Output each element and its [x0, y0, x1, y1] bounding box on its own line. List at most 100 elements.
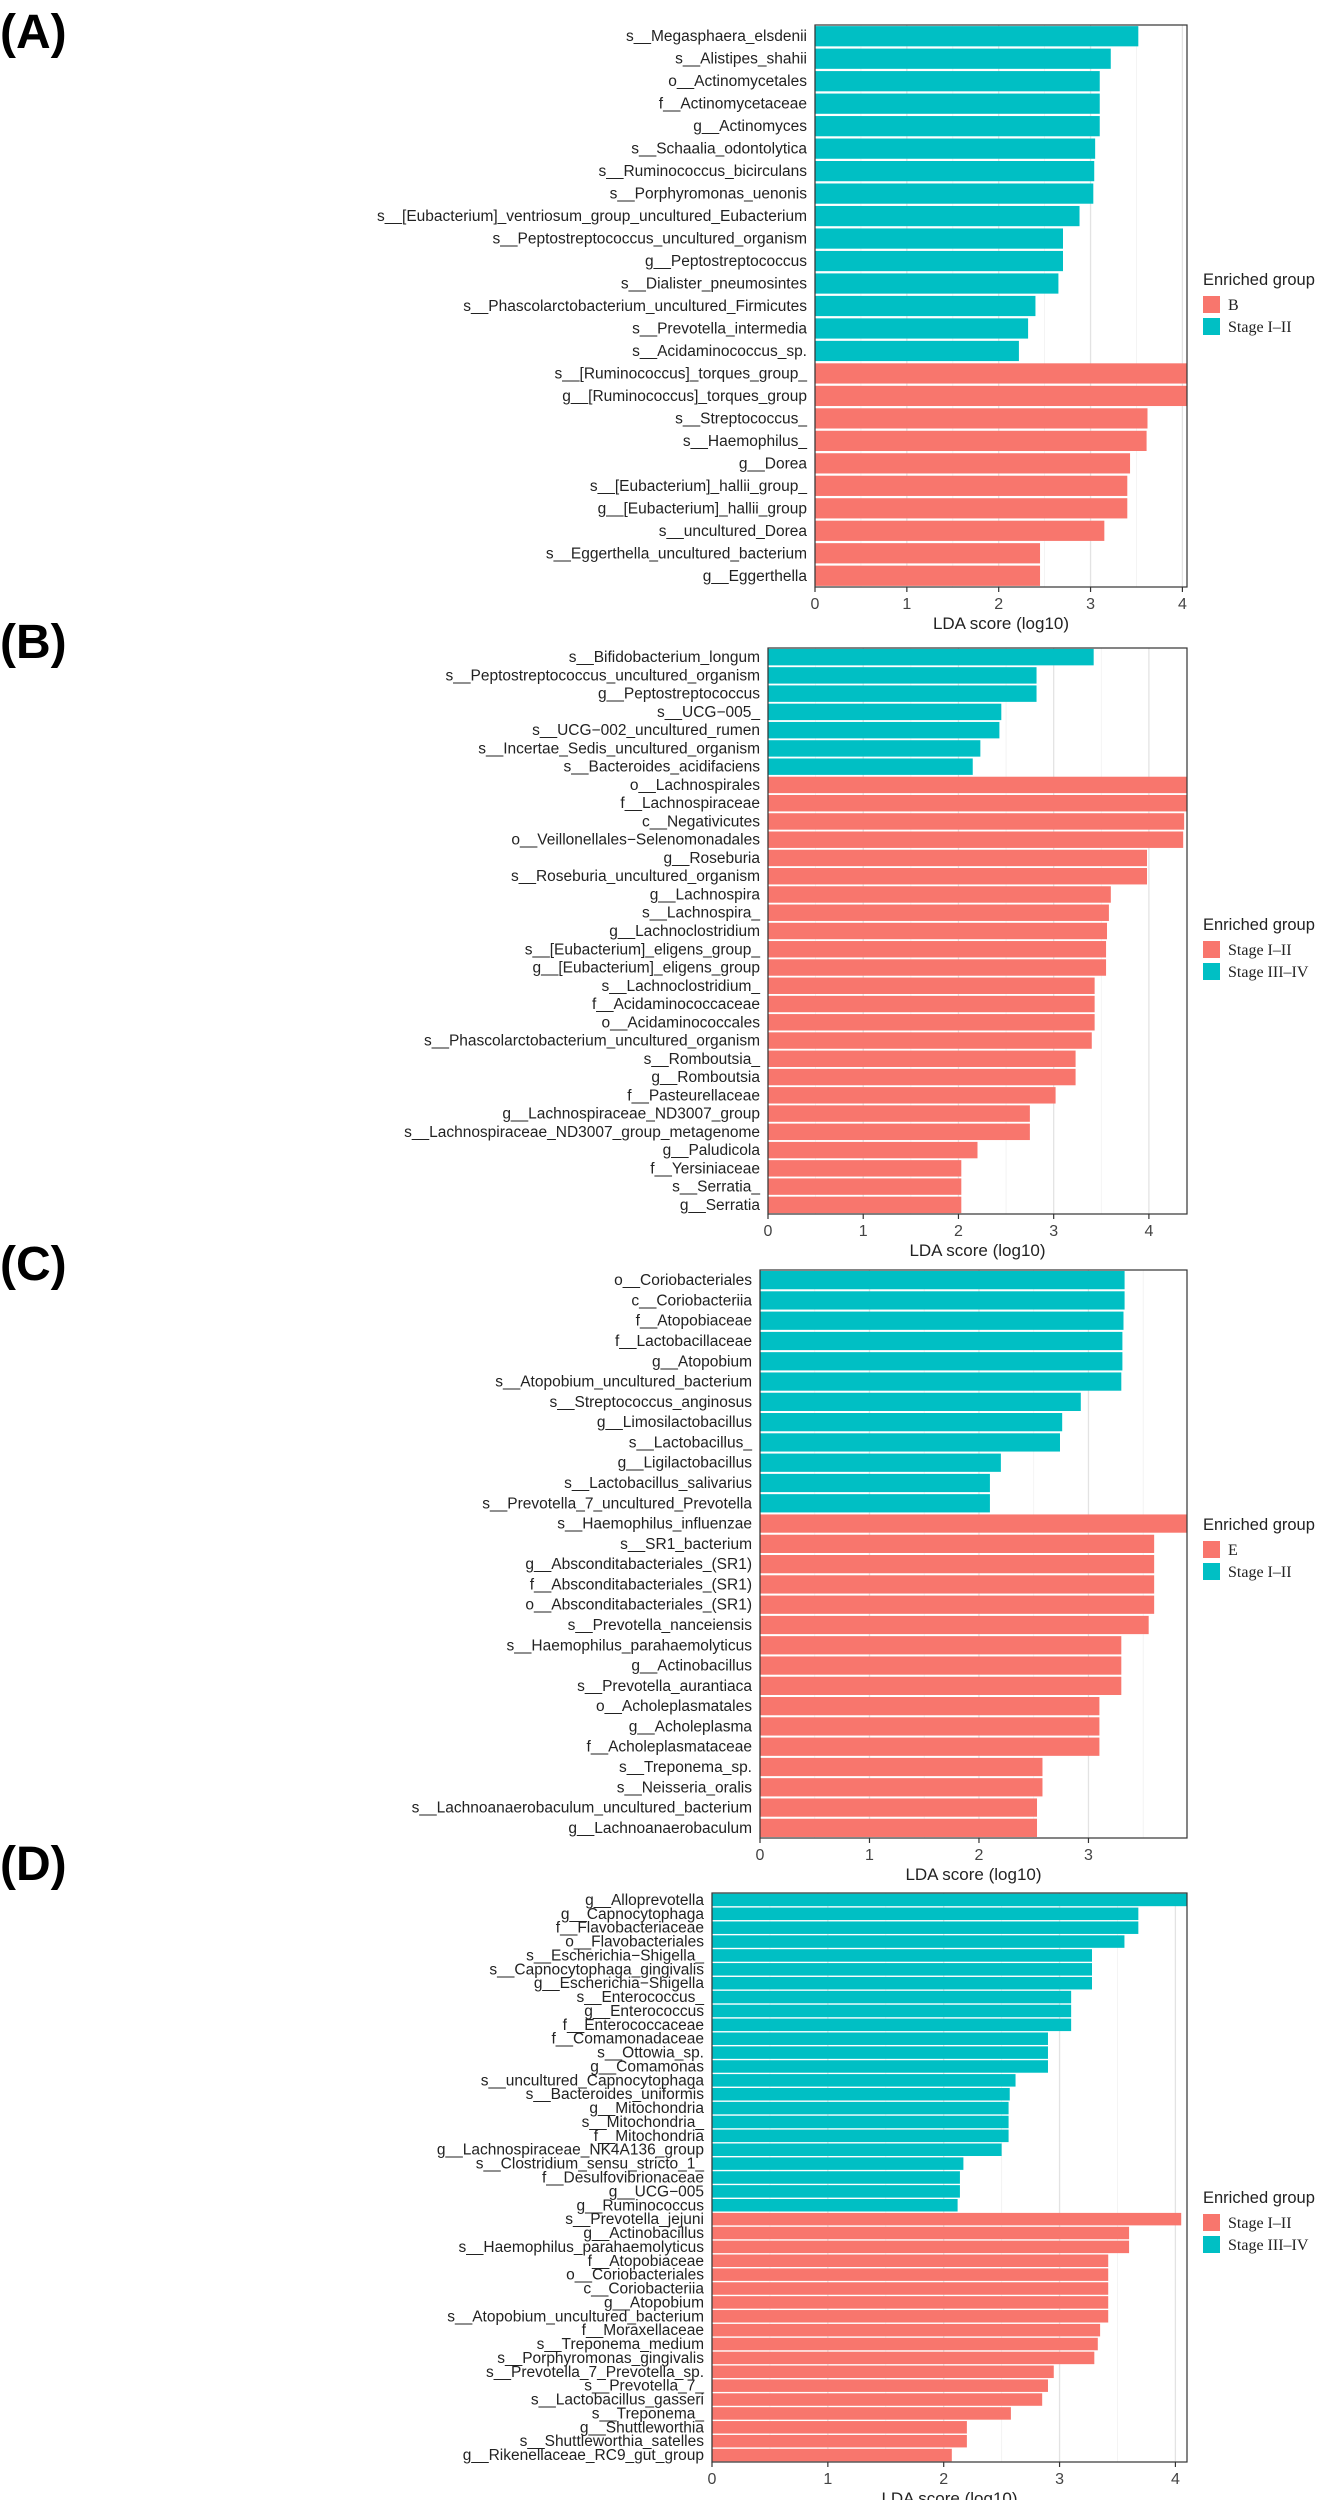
bar-s-prevotella-nanceiensis	[760, 1615, 1149, 1635]
bar-label: s__Phascolarctobacterium_uncultured_Firm…	[463, 298, 807, 315]
bar-s-lachnoanaerobaculum-uncultured-bacterium	[760, 1798, 1038, 1817]
bar-f-acidaminococcaceae	[768, 995, 1095, 1013]
x-tick-label: 2	[994, 596, 1003, 613]
bar-labels: s__Megasphaera_elsdenii s__Alistipes_shah…	[377, 28, 807, 585]
bar-label: s__uncultured_Dorea	[659, 523, 808, 540]
bar-s-capnocytophaga-gingivalis	[712, 1963, 1092, 1976]
bar-s-uncultured-dorea	[815, 520, 1105, 541]
bar-label: s__Dialister_pneumosintes	[621, 276, 807, 293]
bar-g-lachnospiraceae-nd3007-group	[768, 1105, 1030, 1122]
bar-s-ucg-005	[768, 703, 1002, 721]
legend-swatch-b	[1203, 296, 1220, 313]
bar-label: s__Roseburia_uncultured_organism	[511, 868, 760, 885]
bar-s-mitochondria	[712, 2115, 1009, 2129]
bar-label: g__Eggerthella	[703, 568, 808, 585]
bar-label: g__Mitochondria	[589, 2100, 704, 2117]
bar-label: s__Megasphaera_elsdenii	[626, 28, 807, 45]
bar-label: c__Coriobacteriia	[583, 2281, 704, 2298]
bar-s-treponema	[712, 2407, 1011, 2420]
bar-label: s__Streptococcus_	[675, 410, 807, 427]
bar-label: s__[Eubacterium]_eligens_group_	[525, 941, 761, 958]
legend-label-e: E	[1228, 1542, 1238, 1559]
bar-label: g__Actinobacillus	[631, 1658, 752, 1675]
legend-label-stage-i-ii: Stage I–II	[1228, 319, 1292, 336]
panel-letter-b: (B)	[0, 616, 67, 669]
bar-label: g__Capnocytophaga	[561, 1906, 704, 1923]
bar-label: o__Actinomycetales	[668, 73, 807, 90]
bar-g-atopobium	[760, 1352, 1123, 1371]
bar-g-actinobacillus	[760, 1656, 1122, 1675]
bar-c-negativicutes	[768, 813, 1185, 830]
bar-g-eubacterium-hallii-group	[815, 498, 1128, 519]
bar-s-prevotella-intermedia	[815, 318, 1029, 339]
bar-label: s__UCG−002_uncultured_rumen	[532, 722, 760, 739]
bar-label: s__Enterococcus_	[576, 1989, 704, 2006]
bar-g-lachnoanaerobaculum	[760, 1818, 1038, 1837]
bar-s-prevotella-7	[712, 2379, 1048, 2392]
bar-label: s__Lachnospiraceae_ND3007_group_metageno…	[404, 1124, 760, 1141]
bar-label: c__Negativicutes	[642, 813, 760, 830]
bar-s-alistipes-shahii	[815, 48, 1111, 69]
x-tick-label: 2	[975, 1847, 984, 1864]
bar-s-eggerthella-uncultured-bacterium	[815, 543, 1041, 564]
bar-label: o__Flavobacteriales	[565, 1934, 704, 1951]
bar-s-acidaminococcus-sp	[815, 340, 1019, 362]
bar-s-lachnospira	[768, 904, 1109, 921]
bar-s-eubacterium-hallii-group	[815, 475, 1128, 496]
bar-g-atopobium	[712, 2296, 1109, 2309]
bar-label: g__Rikenellaceae_RC9_gut_group	[463, 2447, 704, 2464]
bar-label: s__Prevotella_7_Prevotella_sp.	[486, 2364, 704, 2381]
panel-letter-a: (A)	[0, 6, 67, 59]
bar-label: f__Actinomycetaceae	[659, 96, 807, 113]
bar-f-enterococcaceae	[712, 2018, 1072, 2032]
legend: Enriched group B Stage I–II	[1203, 271, 1315, 336]
x-tick-label: 1	[902, 596, 911, 613]
bar-label: s__Prevotella_nanceiensis	[568, 1617, 753, 1634]
bar-s-eubacterium-eligens-group	[768, 941, 1107, 958]
bar-g-alloprevotella	[712, 1893, 1187, 1907]
bar-label: g__Romboutsia	[651, 1069, 760, 1086]
bar-label: s__uncultured_Capnocytophaga	[481, 2072, 705, 2089]
bar-label: s__Streptococcus_anginosus	[550, 1394, 753, 1411]
bar-s-roseburia-uncultured-organism	[768, 868, 1148, 885]
bar-label: g__[Eubacterium]_hallii_group	[598, 500, 807, 517]
legend: Enriched group Stage I–II Stage III–IV	[1203, 916, 1315, 981]
bar-s-treponema-medium	[712, 2337, 1098, 2351]
bar-g-absconditabacteriales-sr1	[760, 1555, 1155, 1574]
legend-swatch-e	[1203, 1541, 1220, 1558]
legend-label-stage-i-ii: Stage I–II	[1228, 2215, 1292, 2232]
bar-label: g__Lachnoclostridium	[609, 923, 760, 940]
legend: Enriched group Stage I–II Stage III–IV	[1203, 2189, 1315, 2254]
bar-g-limosilactobacillus	[760, 1413, 1063, 1432]
bar-label: f__Acholeplasmataceae	[587, 1739, 752, 1756]
bar-label: s__Capnocytophaga_gingivalis	[489, 1961, 704, 1978]
bar-o-flavobacteriales	[712, 1935, 1125, 1948]
bar-label: o__Coriobacteriales	[566, 2267, 704, 2284]
bar-s-porphyromonas-uenonis	[815, 183, 1094, 204]
bar-label: g__Actinomyces	[693, 118, 807, 135]
bar-s-streptococcus-anginosus	[760, 1392, 1081, 1411]
bar-label: s__Acidaminococcus_sp.	[632, 343, 807, 360]
bar-f-lactobacillaceae	[760, 1331, 1123, 1351]
bar-s-bacteroides-uniformis	[712, 2087, 1010, 2101]
bar-label: s__Incertae_Sedis_uncultured_organism	[478, 740, 760, 757]
bar-label: g__Ruminococcus	[576, 2197, 704, 2214]
bar-label: s__Atopobium_uncultured_bacterium	[495, 1374, 752, 1391]
bar-s-atopobium-uncultured-bacterium	[760, 1372, 1122, 1391]
bar-label: g__Atopobium	[604, 2294, 704, 2311]
x-axis: 0 1 2 3 4 LDA score (log10)	[811, 587, 1187, 633]
bar-g-eggerthella	[815, 565, 1041, 586]
bar-label: s__Schaalia_odontolytica	[631, 141, 807, 158]
bar-c-coriobacteriia	[760, 1291, 1125, 1310]
x-tick-label: 0	[708, 2471, 717, 2488]
x-tick-label: 1	[859, 1223, 868, 1240]
x-tick-label: 3	[1086, 596, 1095, 613]
bar-label: s__Prevotella_7_	[584, 2378, 704, 2395]
bar-s-schaalia-odontolytica	[815, 138, 1096, 159]
plot-frame	[711, 1892, 1188, 2463]
x-tick-label: 0	[811, 596, 820, 613]
bar-f-pasteurellaceae	[768, 1087, 1056, 1104]
bar-label: s__[Ruminococcus]_torques_group_	[555, 365, 808, 382]
bar-s-peptostreptococcus-uncultured-organism	[768, 667, 1037, 684]
x-tick-label: 3	[1055, 2471, 1064, 2488]
